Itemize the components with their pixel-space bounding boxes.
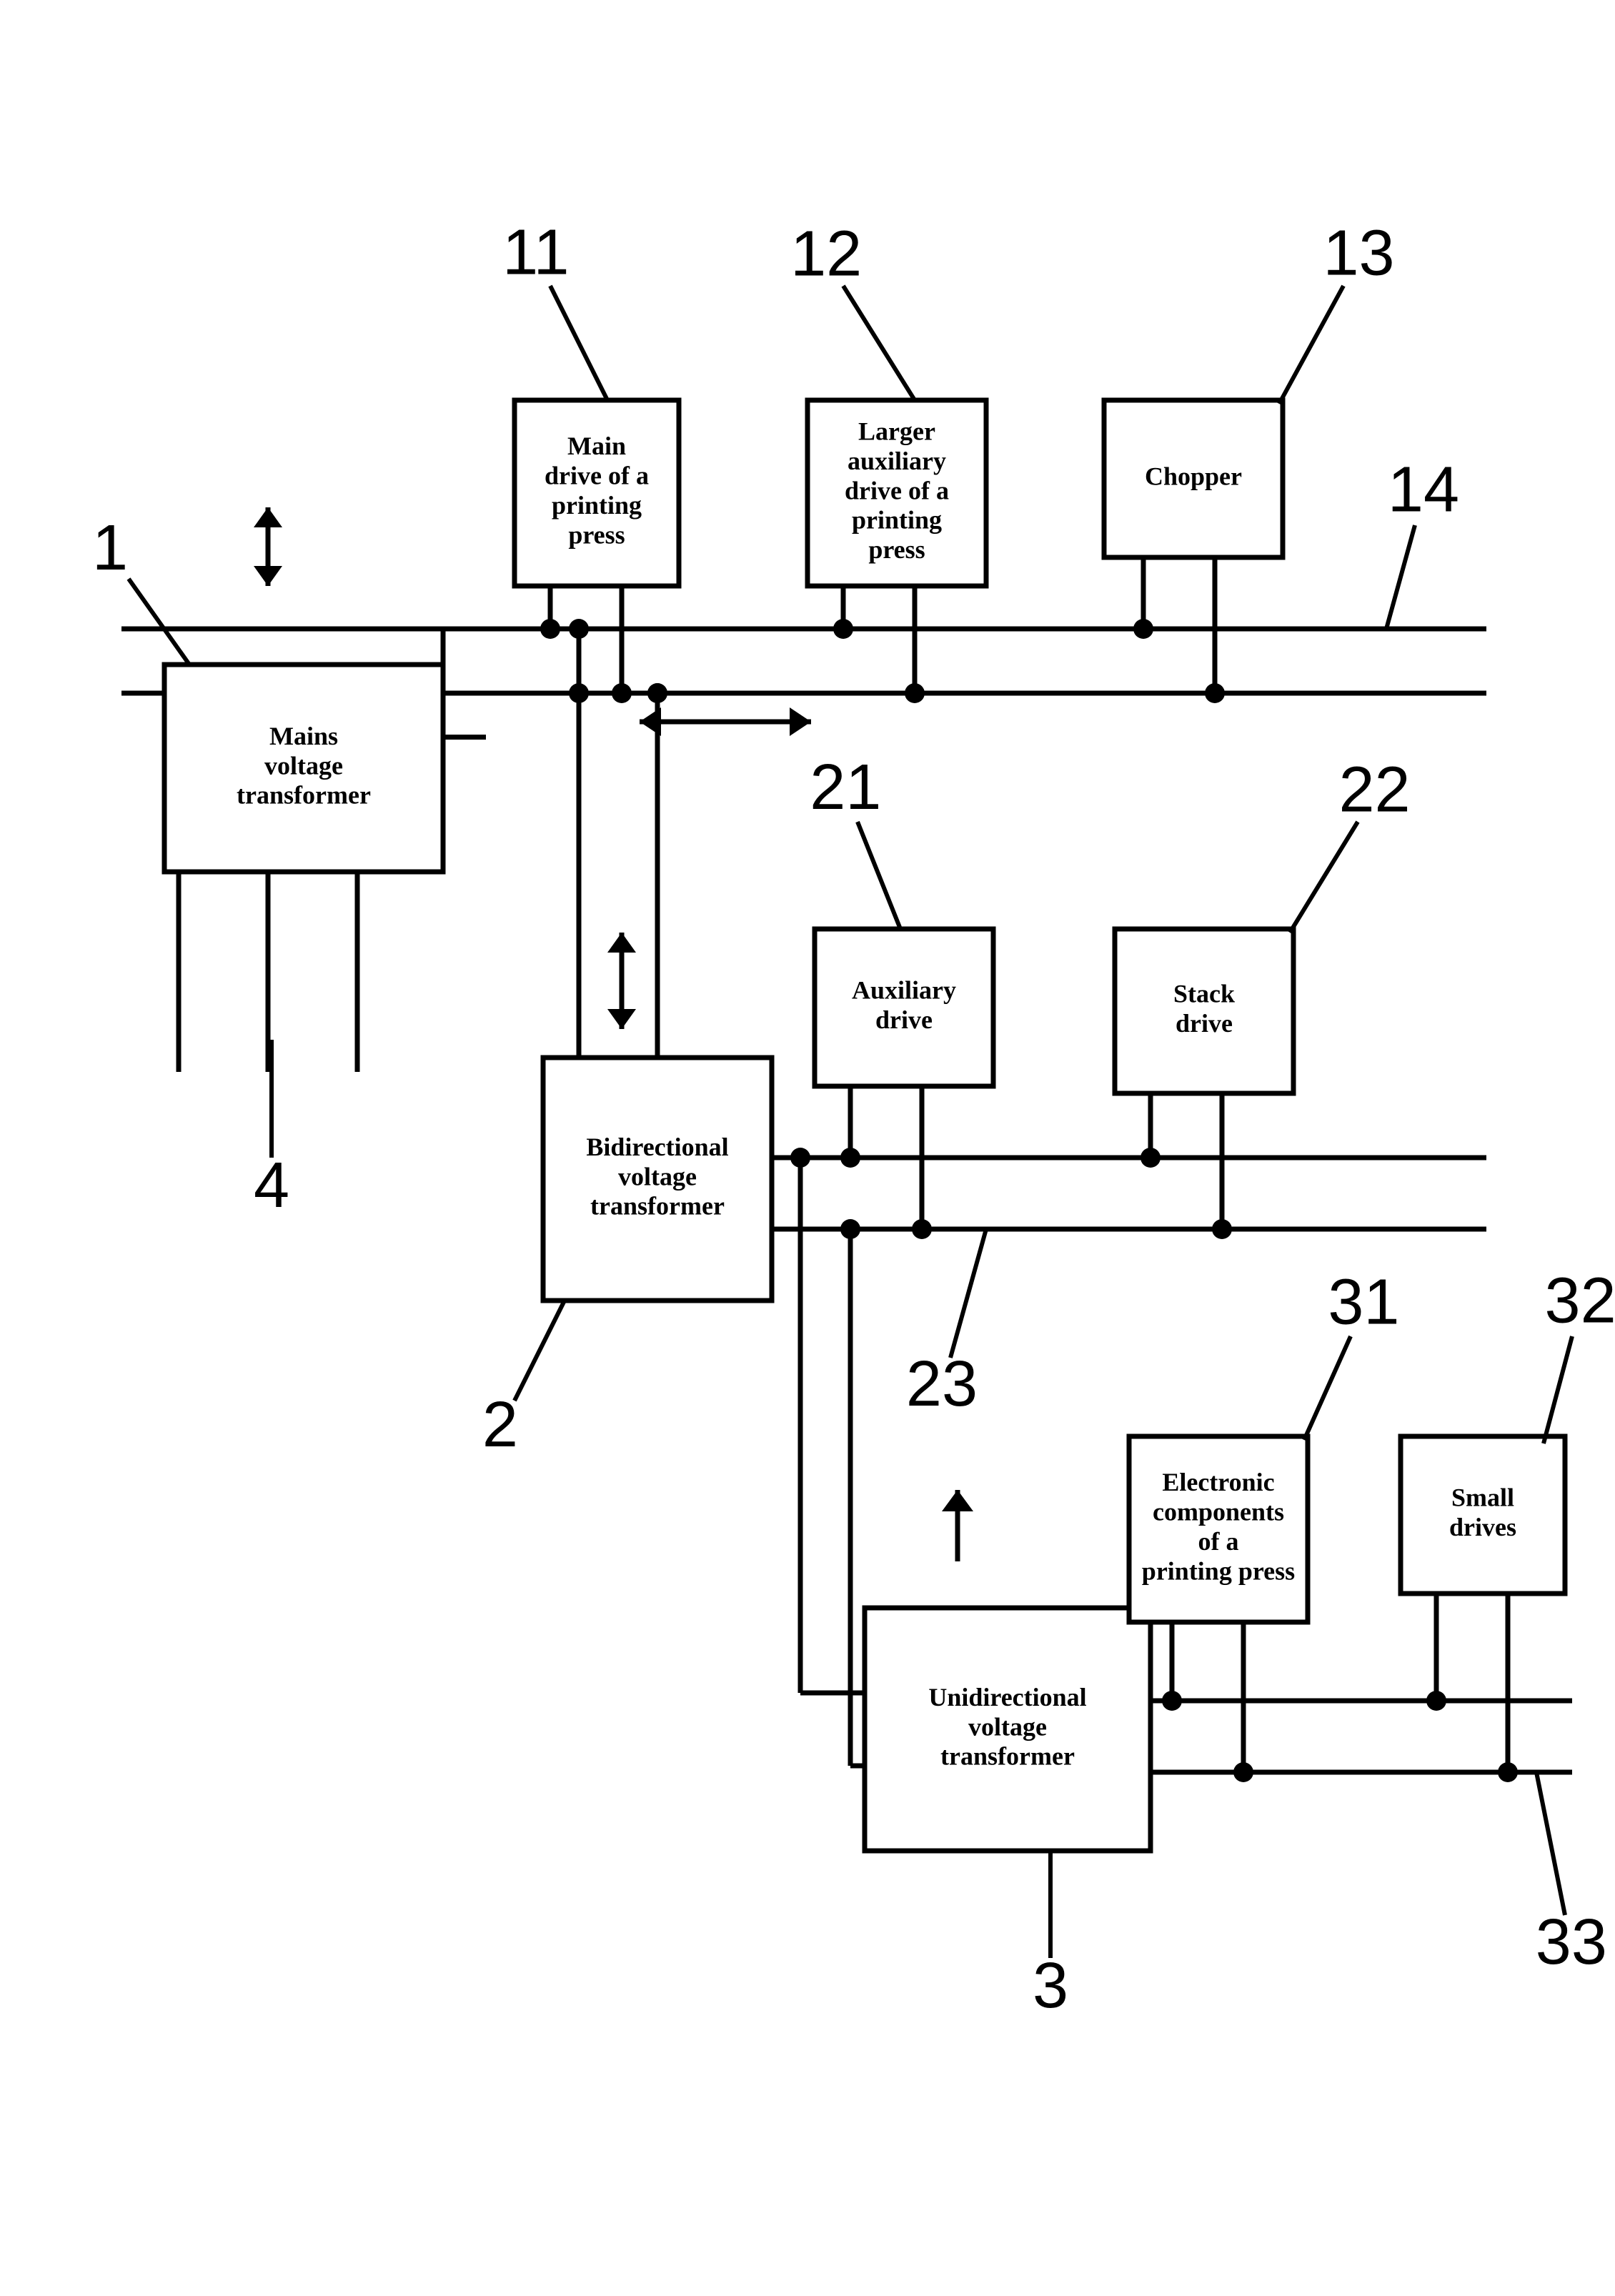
unidirectional-voltage-transformer-label: voltage [968,1712,1047,1741]
bidirectional-voltage-transformer-label: Bidirectional [586,1133,728,1161]
ref-2: 2 [482,1389,518,1461]
stack-drive-label: drive [1176,1009,1233,1038]
main-drive-label: Main [567,432,626,460]
ref-23: 23 [906,1348,978,1420]
ref-33: 33 [1536,1907,1607,1978]
larger-aux-drive-label: printing [852,506,942,535]
chopper-label: Chopper [1145,462,1242,490]
ref-22: 22 [1338,754,1410,825]
electronic-components-label: Electronic [1162,1468,1274,1496]
mains-voltage-transformer-label: Mains [269,722,338,750]
ref-3: 3 [1033,1950,1068,2022]
electronic-components-label: of a [1198,1527,1239,1556]
mains-voltage-transformer-label: voltage [264,751,343,780]
ref-21: 21 [810,752,881,823]
bidirectional-voltage-transformer-label: transformer [590,1192,725,1221]
bidirectional-voltage-transformer-label: voltage [618,1162,697,1191]
main-drive-label: printing [552,491,642,520]
electronic-components-label: components [1153,1498,1284,1526]
main-drive-label: press [568,520,625,549]
larger-aux-drive-label: Larger [858,417,935,445]
ref-1: 1 [92,512,128,584]
stack-drive-label: Stack [1173,980,1235,1008]
auxiliary-drive-label: drive [875,1005,933,1034]
ref-32: 32 [1545,1265,1615,1336]
small-drives-label: drives [1449,1513,1516,1541]
mains-voltage-transformer-label: transformer [237,781,371,810]
unidirectional-voltage-transformer-label: transformer [940,1742,1075,1771]
ref-14: 14 [1388,454,1459,525]
ref-31: 31 [1328,1267,1399,1338]
ref-11: 11 [502,217,569,289]
main-drive-label: drive of a [545,462,649,490]
larger-aux-drive-label: auxiliary [848,447,946,475]
small-drives-label: Small [1451,1484,1514,1512]
ref-13: 13 [1323,217,1394,289]
ref-12: 12 [790,219,862,290]
electronic-components-label: printing press [1142,1556,1295,1585]
ref-4: 4 [254,1150,289,1221]
larger-aux-drive-label: press [868,535,925,564]
larger-aux-drive-label: drive of a [845,476,949,505]
auxiliary-drive-label: Auxiliary [852,976,956,1005]
block-diagram: MainsvoltagetransformerMaindrive of apri… [0,0,1615,2296]
unidirectional-voltage-transformer-label: Unidirectional [928,1683,1086,1711]
